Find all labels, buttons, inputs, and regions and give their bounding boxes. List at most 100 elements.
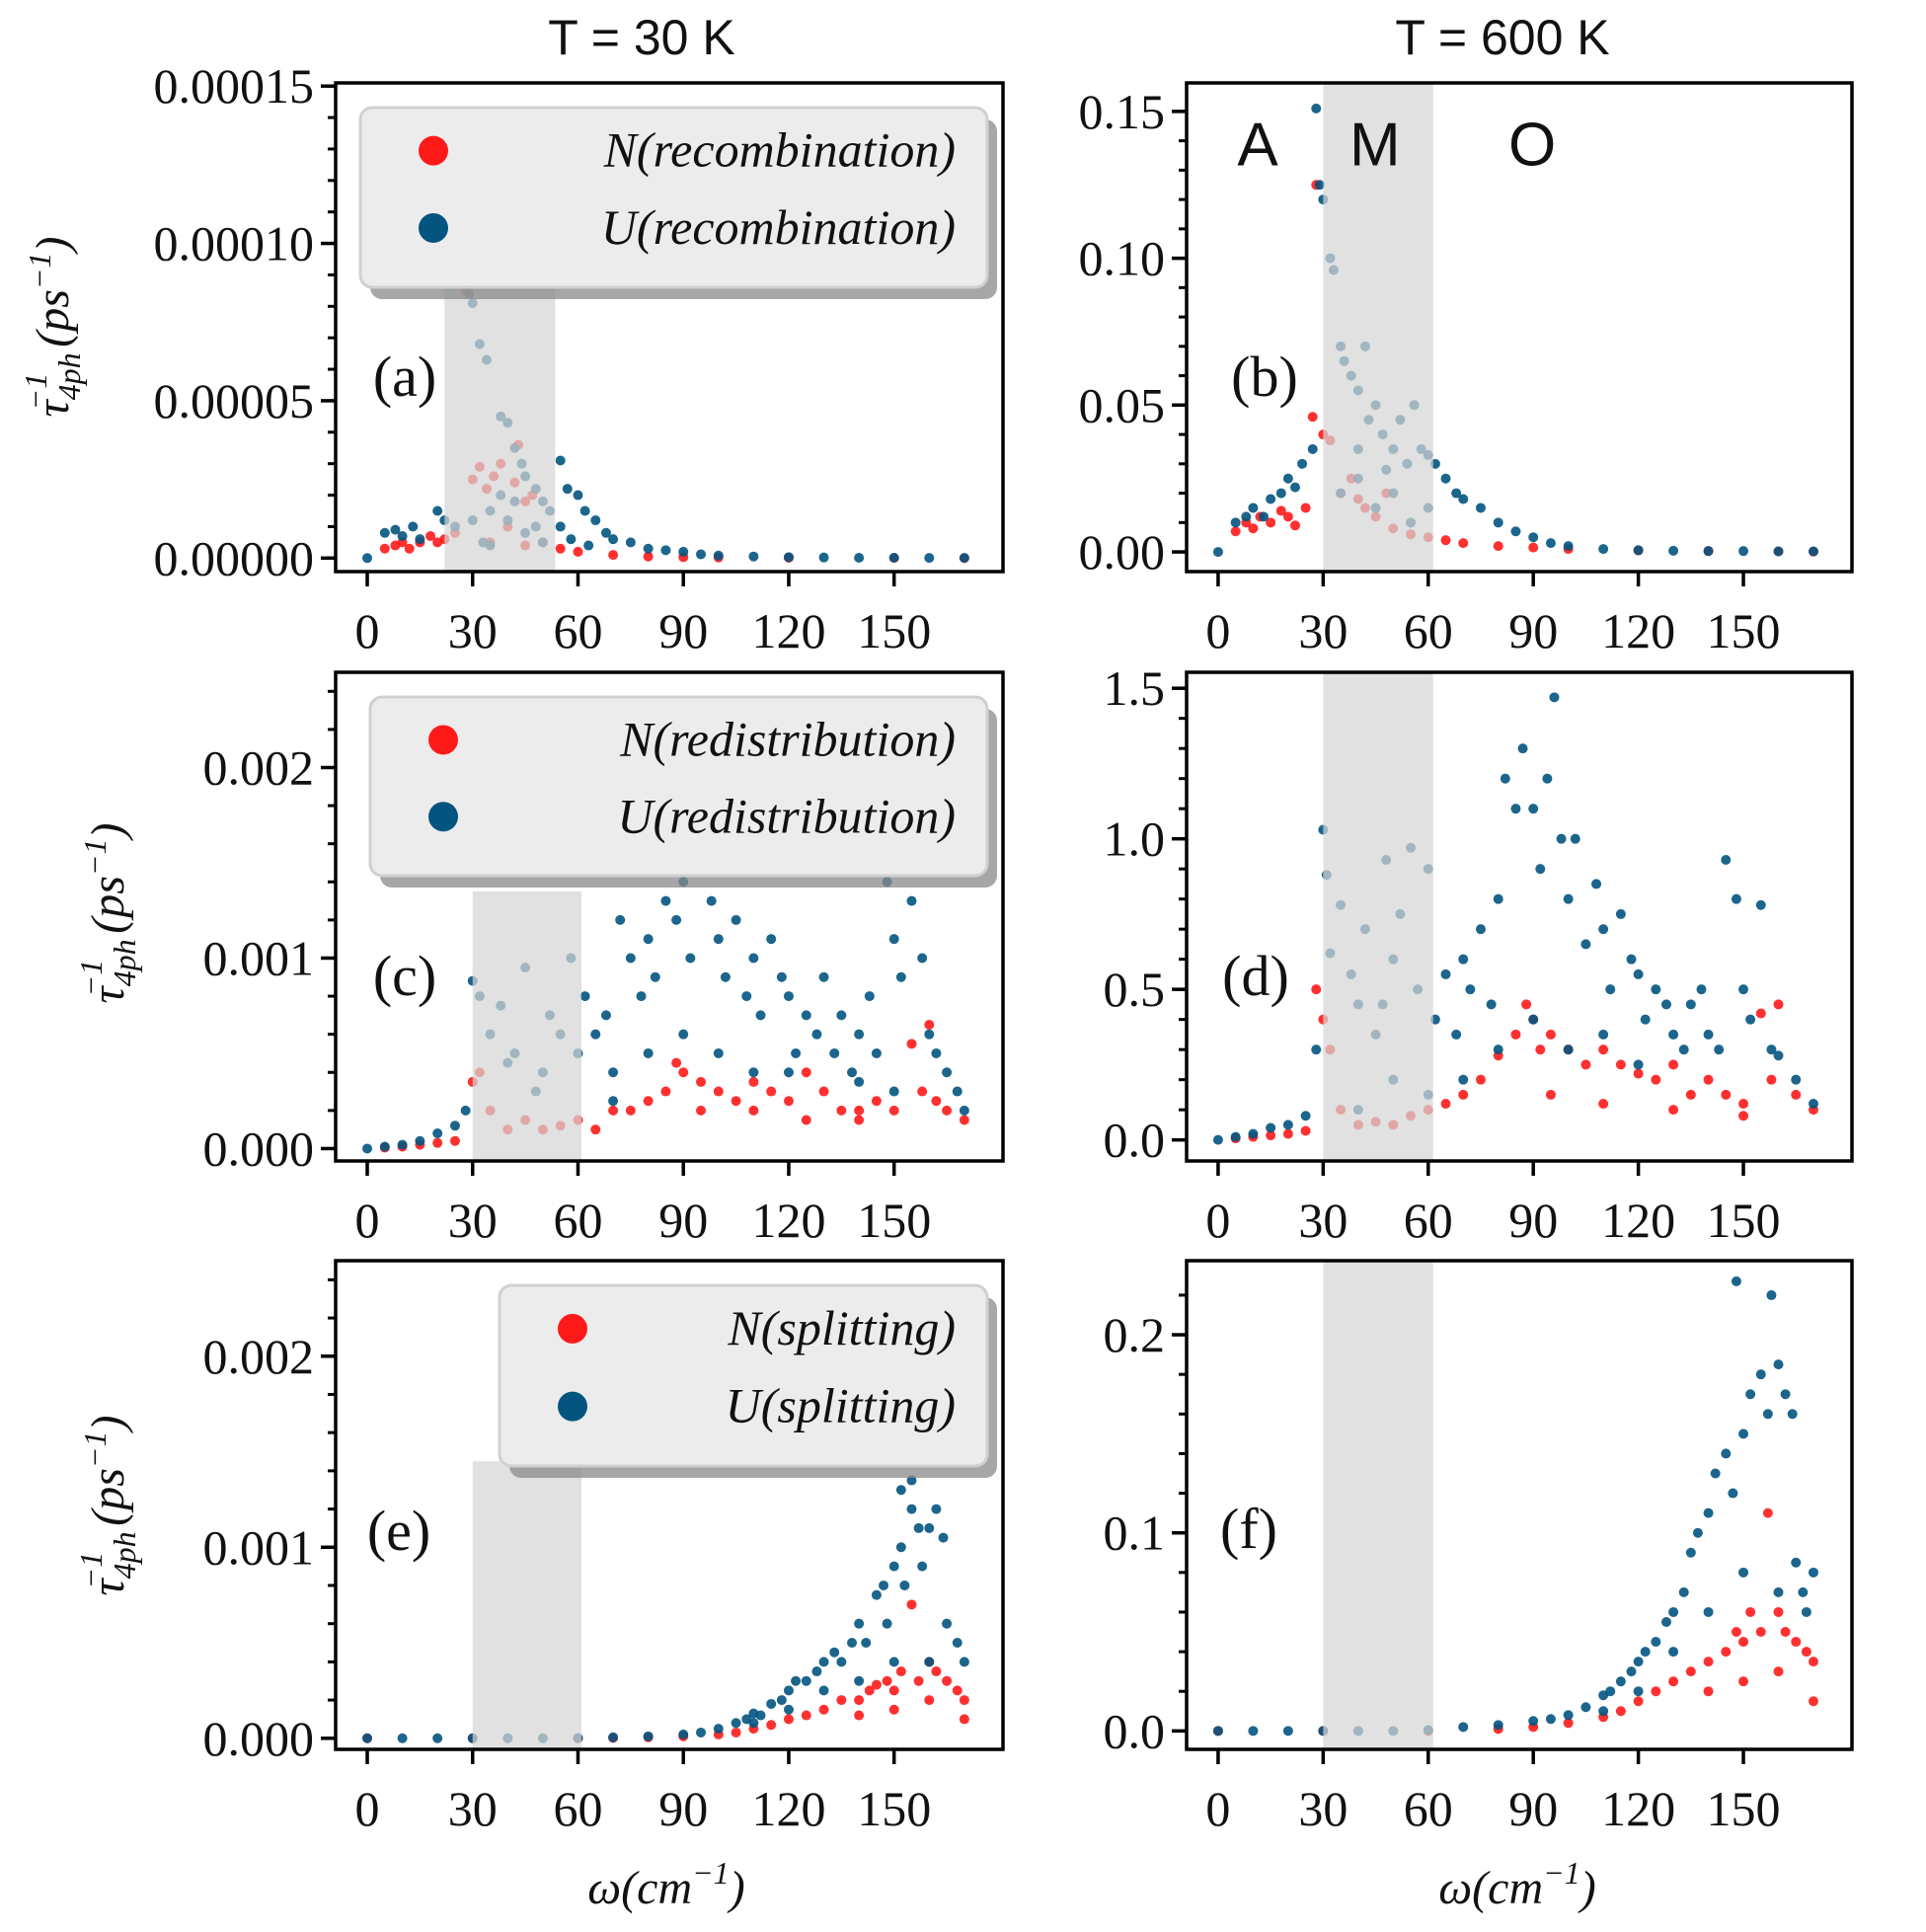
data-point-U xyxy=(1808,546,1818,557)
data-point-U xyxy=(1605,984,1616,995)
data-point-U xyxy=(660,895,671,906)
y-tick-label: 0.2 xyxy=(1104,1307,1166,1362)
data-point-U xyxy=(555,521,566,532)
x-tick-label: 60 xyxy=(1404,1193,1453,1248)
x-tick-label: 90 xyxy=(658,603,708,658)
shaded-region xyxy=(472,890,582,1161)
data-point-U xyxy=(1626,954,1637,965)
data-point-N xyxy=(1773,1606,1784,1617)
data-point-N xyxy=(1598,1099,1609,1110)
data-point-U xyxy=(1289,482,1300,493)
data-point-U xyxy=(1556,833,1567,844)
shaded-region xyxy=(472,1461,582,1749)
x-tick-label: 60 xyxy=(553,603,602,658)
ylabel-unit-superscript: −1 xyxy=(77,838,113,876)
data-point-U xyxy=(1311,1044,1322,1055)
data-point-U xyxy=(590,515,601,526)
data-point-U xyxy=(1755,899,1766,910)
data-point-N xyxy=(1668,1059,1679,1070)
panel-label: (e) xyxy=(367,1499,430,1563)
data-point-N xyxy=(1248,523,1259,534)
data-point-N xyxy=(882,1675,892,1686)
data-point-N xyxy=(1721,1647,1732,1658)
data-point-U xyxy=(1212,1134,1223,1145)
data-point-U xyxy=(660,545,671,556)
panel-label: (b) xyxy=(1231,345,1298,409)
data-point-U xyxy=(415,1135,425,1146)
region-label-A: A xyxy=(1237,112,1278,180)
x-tick-label: 30 xyxy=(1298,1781,1348,1836)
shaded-region xyxy=(1323,672,1433,1161)
data-point-N xyxy=(696,1076,707,1087)
legend-box xyxy=(368,695,989,878)
data-point-U xyxy=(1696,984,1707,995)
data-point-U xyxy=(731,1718,741,1729)
data-point-U xyxy=(1591,879,1602,889)
data-point-U xyxy=(748,953,759,964)
data-point-U xyxy=(579,991,590,1002)
data-point-U xyxy=(766,1698,777,1709)
data-point-N xyxy=(913,1675,924,1686)
shaded-region xyxy=(444,271,556,572)
data-point-U xyxy=(678,1729,689,1739)
ylabel-close: ) xyxy=(27,236,79,255)
data-point-U xyxy=(1703,546,1714,557)
panel-label: (c) xyxy=(373,944,436,1008)
panel-e: 0.000 0.001 0.002 0 30 60 90 120 150 (e) N(splitti… xyxy=(203,1259,1005,1836)
data-point-U xyxy=(829,1047,840,1058)
data-point-N xyxy=(906,1039,917,1049)
x-tick-label: 0 xyxy=(1205,1781,1230,1836)
data-point-N xyxy=(895,1666,906,1677)
data-point-U xyxy=(562,484,573,495)
data-point-U xyxy=(1563,541,1574,552)
data-point-U xyxy=(1259,511,1270,522)
x-tick-label: 120 xyxy=(751,1781,825,1836)
data-point-U xyxy=(1440,473,1451,484)
data-point-U xyxy=(1762,1409,1773,1420)
data-point-U xyxy=(1266,494,1276,504)
data-point-N xyxy=(1633,1068,1644,1079)
data-point-U xyxy=(1787,1409,1798,1420)
panel-label: (f) xyxy=(1220,1497,1277,1561)
data-point-N xyxy=(931,1666,942,1677)
series-U xyxy=(362,1475,969,1743)
data-point-N xyxy=(1493,541,1503,552)
scatter-points xyxy=(1212,1275,1818,1737)
data-point-U xyxy=(1808,1567,1818,1578)
legend-entry-label: N(splitting) xyxy=(727,1300,956,1355)
data-point-U xyxy=(1500,773,1510,784)
data-point-U xyxy=(776,971,787,982)
data-point-N xyxy=(783,1096,794,1107)
data-point-N xyxy=(1311,984,1322,995)
data-point-N xyxy=(1762,1507,1773,1518)
legend-box xyxy=(498,1283,989,1468)
data-point-N xyxy=(748,1105,759,1116)
data-point-U xyxy=(608,534,619,545)
data-point-U xyxy=(888,1657,899,1667)
data-point-U xyxy=(924,1029,935,1040)
axes-frame xyxy=(334,81,1005,574)
data-point-U xyxy=(1545,1714,1556,1725)
legend-box xyxy=(358,106,989,289)
data-point-N xyxy=(1440,535,1451,546)
data-point-U xyxy=(895,971,906,982)
data-point-U xyxy=(854,552,865,563)
data-point-U xyxy=(600,1010,611,1021)
xlabel-text: ω(cm xyxy=(1438,1862,1543,1914)
data-point-N xyxy=(1738,1676,1749,1687)
data-point-N xyxy=(888,1105,899,1116)
data-point-U xyxy=(1517,743,1528,754)
data-point-N xyxy=(1440,1099,1451,1110)
x-tick-label: 60 xyxy=(553,1193,602,1248)
data-point-U xyxy=(615,914,626,925)
data-point-N xyxy=(836,1105,847,1116)
data-point-U xyxy=(1678,1586,1689,1597)
data-point-N xyxy=(959,1115,969,1125)
data-point-U xyxy=(1458,1074,1469,1085)
data-point-U xyxy=(1475,924,1486,935)
panel-c: 0.000 0.001 0.002 0 30 60 90 120 150 (c) N(redistr… xyxy=(203,670,1005,1248)
data-point-U xyxy=(1580,1702,1591,1713)
data-point-N xyxy=(917,1086,928,1097)
legend-marker-U xyxy=(428,802,458,832)
